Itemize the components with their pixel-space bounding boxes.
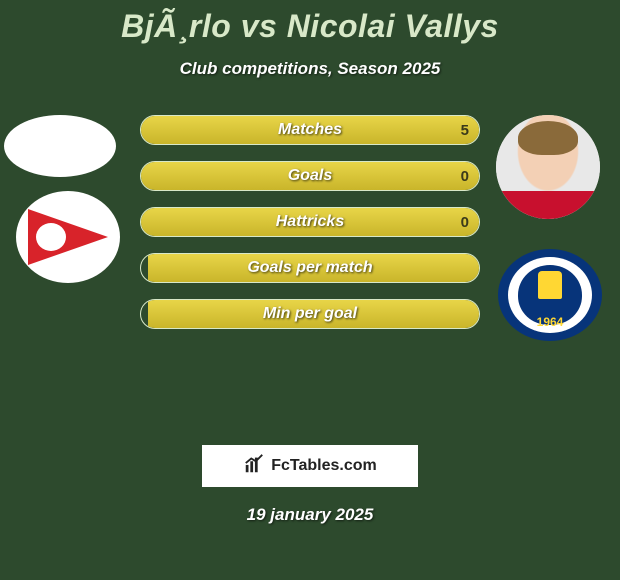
footer-date: 19 january 2025 xyxy=(0,505,620,525)
player-left-avatar xyxy=(4,115,116,177)
stat-label: Matches xyxy=(141,116,479,144)
stat-row: Matches5 xyxy=(140,115,480,145)
club-right-year: 1964 xyxy=(498,315,602,329)
stat-label: Hattricks xyxy=(141,208,479,236)
page-subtitle: Club competitions, Season 2025 xyxy=(0,59,620,79)
club-right-logo: 1964 xyxy=(498,249,602,341)
stat-value-right: 0 xyxy=(461,208,469,236)
page-title: BjÃ¸rlo vs Nicolai Vallys xyxy=(0,0,620,45)
stat-label: Min per goal xyxy=(141,300,479,328)
stat-row: Min per goal xyxy=(140,299,480,329)
stat-label: Goals per match xyxy=(141,254,479,282)
stat-value-right: 0 xyxy=(461,162,469,190)
chart-icon xyxy=(243,453,265,480)
player-right-avatar xyxy=(496,115,600,219)
club-left-logo xyxy=(16,191,120,283)
stat-row: Goals per match xyxy=(140,253,480,283)
stat-value-right: 5 xyxy=(461,116,469,144)
stat-bars: Matches5Goals0Hattricks0Goals per matchM… xyxy=(140,115,480,345)
stat-row: Hattricks0 xyxy=(140,207,480,237)
branding-label: FcTables.com xyxy=(271,457,377,475)
stat-row: Goals0 xyxy=(140,161,480,191)
stat-label: Goals xyxy=(141,162,479,190)
comparison-panel: 1964 Matches5Goals0Hattricks0Goals per m… xyxy=(0,111,620,431)
branding-badge: FcTables.com xyxy=(202,445,418,487)
